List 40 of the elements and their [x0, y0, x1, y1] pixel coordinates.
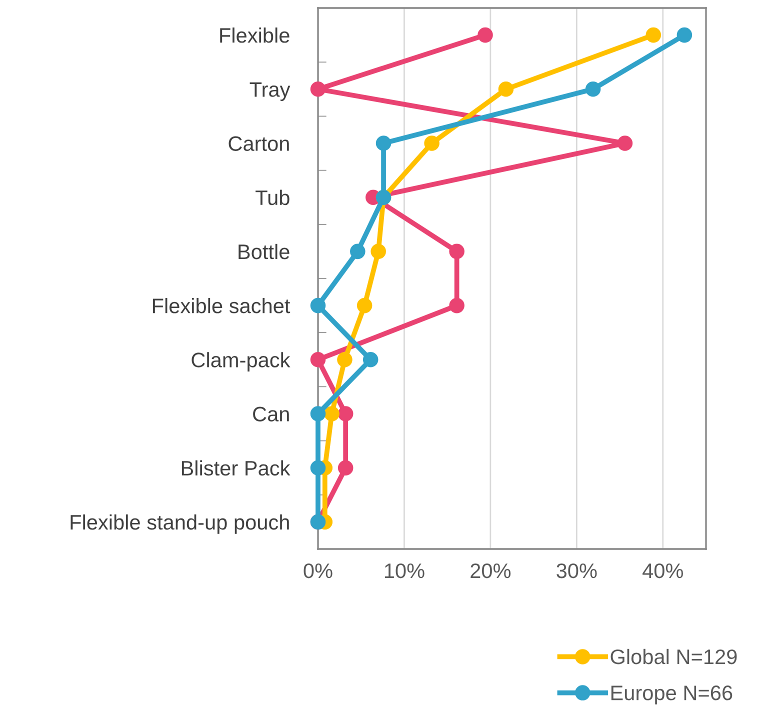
point [449, 298, 464, 314]
y-tick-label: Blister Pack [182, 460, 290, 476]
y-tick-label: Tray [250, 82, 290, 102]
y-tick-label: Bottle [238, 244, 290, 260]
point [310, 82, 326, 97]
point [310, 352, 326, 368]
point [498, 82, 514, 97]
y-tick-label: Can [253, 406, 289, 422]
point [310, 460, 326, 476]
legend-label: Global N=129 [610, 648, 737, 664]
point [337, 352, 352, 368]
y-tick-label: Flexible [220, 28, 290, 43]
point [370, 244, 386, 260]
point [338, 406, 354, 422]
point [310, 298, 326, 314]
x-tick-label: 40% [642, 563, 683, 578]
point [338, 460, 354, 476]
y-tick-label: Flexible stand-up pouch [70, 514, 289, 534]
point [478, 27, 493, 43]
legend-label: Europe N=66 [611, 686, 732, 704]
point [350, 244, 366, 260]
point [376, 136, 392, 151]
y-tick-label: Flexible sachet [152, 298, 290, 314]
point [310, 406, 326, 422]
x-tick-label: 20% [470, 563, 511, 578]
x-tick-label: 30% [556, 563, 597, 578]
y-tick-label: Tub [256, 190, 290, 206]
x-tick-label: 0% [304, 563, 332, 578]
point [324, 406, 340, 422]
x-tick-label: 10% [384, 563, 424, 578]
point [646, 27, 662, 43]
point [362, 352, 378, 368]
point [585, 82, 601, 97]
point [356, 298, 372, 314]
point [424, 136, 440, 151]
point [676, 27, 692, 43]
point [449, 244, 464, 260]
y-tick-label: Carton [228, 136, 289, 152]
point [617, 136, 633, 151]
y-tick-label: Clam-pack [192, 352, 290, 372]
